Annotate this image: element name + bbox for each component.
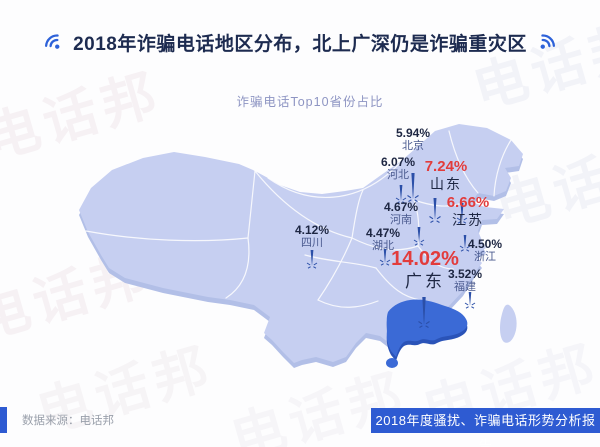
signal-wave-icon bbox=[43, 32, 64, 53]
map-pin bbox=[306, 250, 318, 269]
value-hubei: 4.47% bbox=[365, 226, 401, 240]
name-sichuan: 四川 bbox=[301, 237, 323, 250]
hainan-island bbox=[386, 358, 398, 368]
value-sichuan: 4.12% bbox=[294, 223, 330, 237]
value-jiangsu: 6.66% bbox=[446, 194, 490, 211]
value-beijing: 5.94% bbox=[395, 126, 431, 140]
label-fujian: 3.52% 福建 bbox=[440, 267, 490, 294]
name-beijing: 北京 bbox=[402, 140, 424, 153]
map-pin bbox=[418, 297, 430, 328]
label-sichuan: 4.12% 四川 bbox=[286, 223, 338, 250]
signal-wave-icon bbox=[536, 32, 557, 53]
guangdong-region bbox=[386, 299, 468, 357]
map-pin bbox=[456, 203, 468, 224]
header: 2018年诈骗电话地区分布，北上广深仍是诈骗重灾区 bbox=[0, 26, 600, 58]
name-fujian: 福建 bbox=[454, 281, 476, 294]
label-hebei: 6.07% 河北 bbox=[372, 155, 424, 182]
map-pin bbox=[395, 185, 407, 204]
name-zhejiang: 浙江 bbox=[474, 251, 496, 264]
map-pin bbox=[429, 198, 441, 223]
label-hubei: 4.47% 湖北 bbox=[358, 226, 408, 253]
value-shandong: 7.24% bbox=[424, 158, 468, 175]
value-henan: 4.67% bbox=[383, 200, 419, 214]
map-pin bbox=[413, 227, 425, 246]
label-jiangsu: 6.66% 江苏 bbox=[440, 194, 496, 228]
chart-subtitle: 诈骗电话Top10省份占比 bbox=[236, 95, 384, 109]
label-guangdong: 14.02% 广东 bbox=[382, 248, 468, 292]
map-pin bbox=[379, 249, 391, 266]
name-guangdong: 广东 bbox=[405, 271, 445, 291]
taiwan-island bbox=[500, 304, 517, 343]
report-title-banner: 2018年度骚扰、诈骗电话形势分析报告 bbox=[371, 408, 600, 447]
value-fujian: 3.52% bbox=[447, 267, 483, 281]
label-beijing: 5.94% 北京 bbox=[386, 126, 440, 153]
map-pins bbox=[306, 173, 476, 328]
source-accent-bar bbox=[0, 407, 7, 433]
name-hebei: 河北 bbox=[387, 169, 409, 182]
name-shandong: 山东 bbox=[430, 175, 462, 192]
value-hebei: 6.07% bbox=[380, 155, 416, 169]
map-pin bbox=[407, 173, 419, 202]
name-henan: 河南 bbox=[390, 214, 412, 227]
map-pin bbox=[459, 235, 471, 252]
value-guangdong: 14.02% bbox=[391, 248, 459, 270]
name-hubei: 湖北 bbox=[372, 240, 394, 253]
label-henan: 4.67% 河南 bbox=[376, 200, 426, 227]
data-source-note: 数据来源：电话邦 bbox=[22, 415, 114, 427]
name-jiangsu: 江苏 bbox=[452, 211, 484, 228]
map-pin bbox=[464, 292, 476, 309]
value-zhejiang: 4.50% bbox=[467, 237, 503, 251]
label-shandong: 7.24% 山东 bbox=[418, 158, 474, 192]
province-borders bbox=[85, 130, 512, 308]
page-title: 2018年诈骗电话地区分布，北上广深仍是诈骗重灾区 bbox=[73, 33, 527, 55]
label-zhejiang: 4.50% 浙江 bbox=[460, 237, 510, 264]
